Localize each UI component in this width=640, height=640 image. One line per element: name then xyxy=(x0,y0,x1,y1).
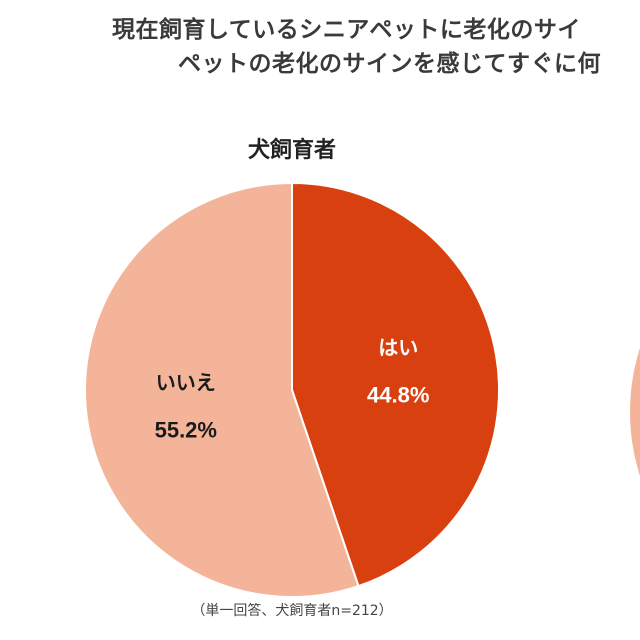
sample-note: （単一回答、犬飼育者n=212） xyxy=(191,603,393,619)
partial-pie-chart xyxy=(630,348,640,476)
chart-title-line-1: 現在飼育しているシニアペットに老化のサイ xyxy=(112,17,581,43)
chart-subtitle: 犬飼育者 xyxy=(247,138,337,163)
pie-slices xyxy=(84,181,500,598)
chart-title-line-2: ペットの老化のサインを感じてすぐに何 xyxy=(178,51,601,77)
slice-value-yes: 44.8% xyxy=(367,382,429,407)
pie-labels: はい 44.8% いいえ 55.2% xyxy=(155,337,430,442)
pie-slice-yes xyxy=(291,181,500,588)
slice-label-no: いいえ xyxy=(156,372,216,395)
pie-slice-no xyxy=(84,181,360,598)
slice-label-yes: はい xyxy=(378,337,418,359)
slice-value-no: 55.2% xyxy=(155,418,217,443)
